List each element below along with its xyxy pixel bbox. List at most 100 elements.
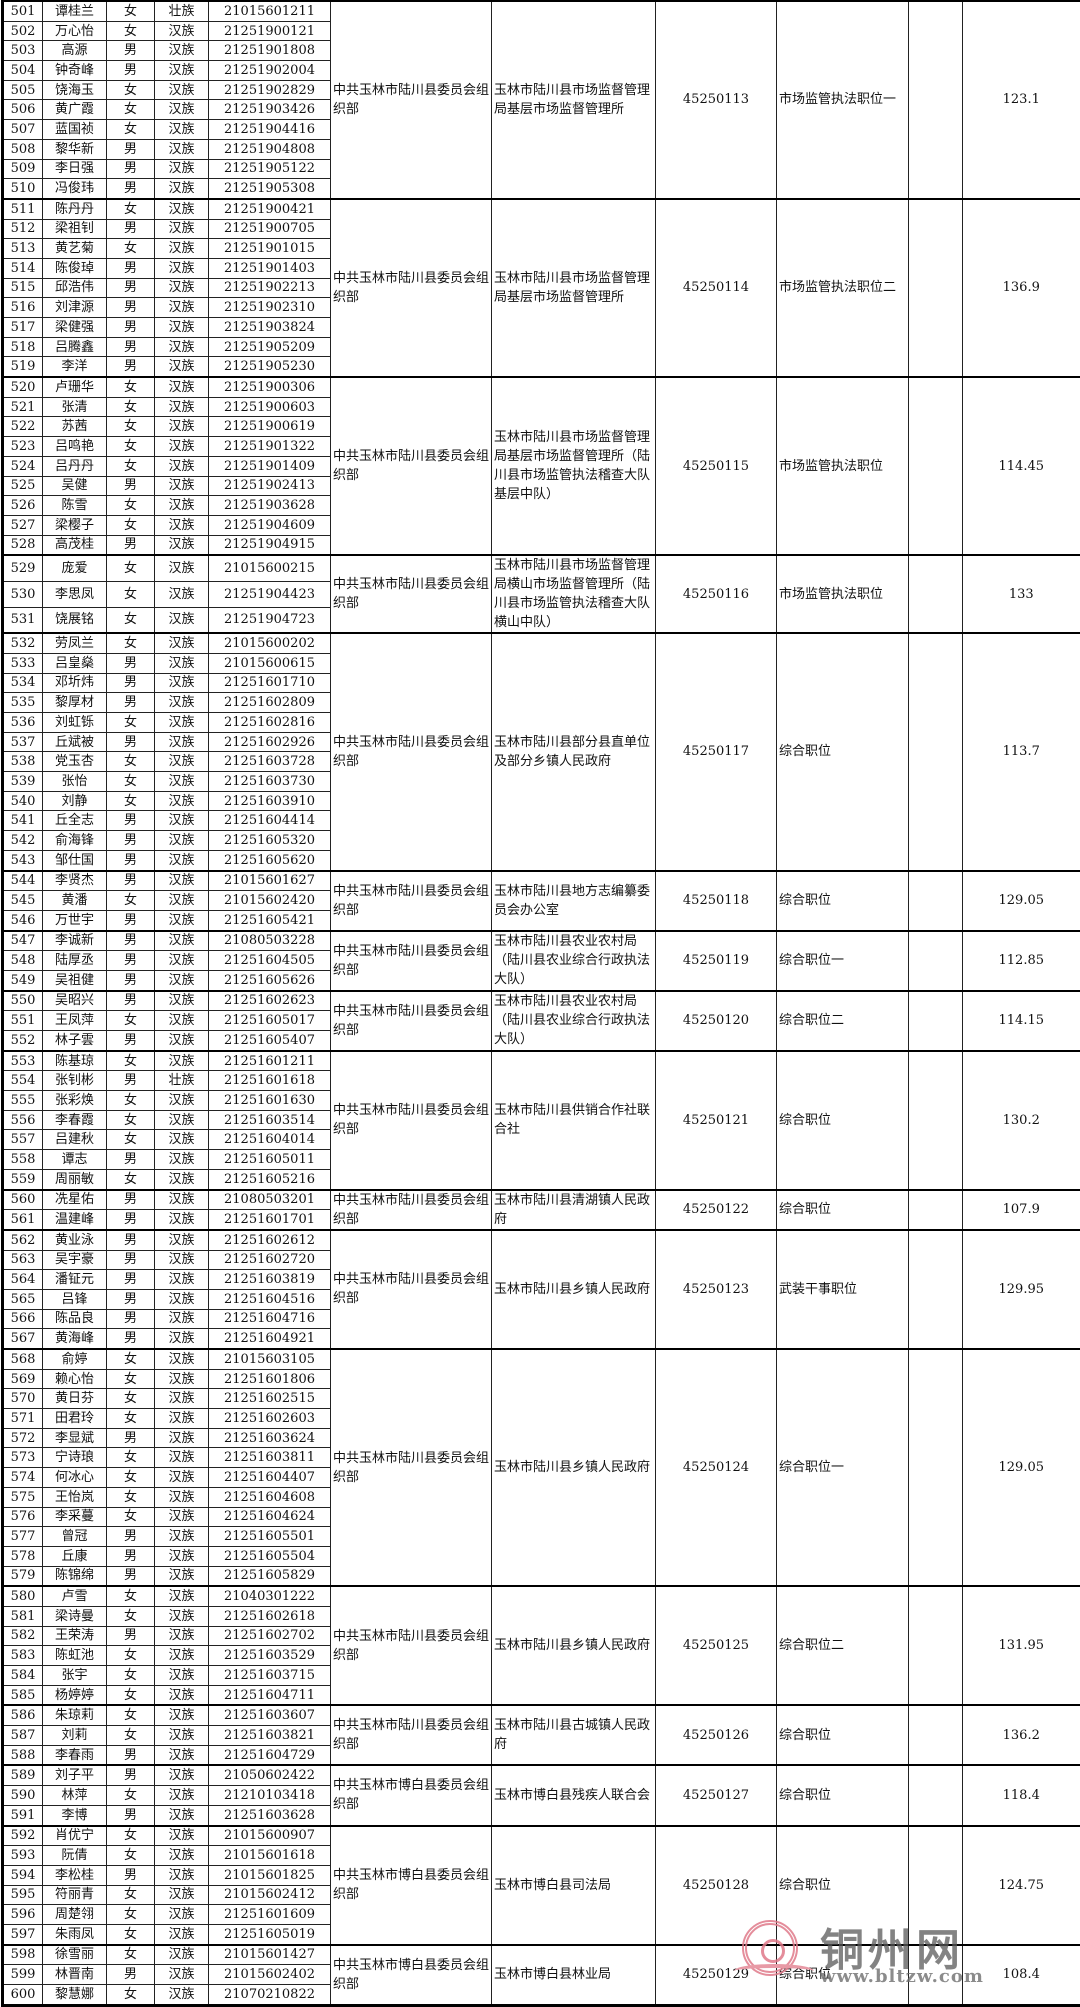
exam-id-cell: 21251601701 — [209, 1210, 331, 1230]
exam-id-cell: 21251603728 — [209, 752, 331, 772]
position-code-cell: 45250123 — [656, 1230, 777, 1349]
ethnicity-cell: 汉族 — [155, 456, 209, 476]
gender-cell: 女 — [107, 1051, 155, 1071]
number-cell: 518 — [3, 337, 43, 357]
remark-cell — [909, 1230, 963, 1349]
exam-id-cell: 21251605216 — [209, 1169, 331, 1189]
exam-id-cell: 21251602816 — [209, 713, 331, 733]
name-cell: 钟奇峰 — [43, 61, 107, 81]
recruiting-department-cell: 中共玉林市陆川县委员会组织部 — [331, 1349, 492, 1586]
exam-id-cell: 21015602402 — [209, 1965, 331, 1985]
number-cell: 517 — [3, 318, 43, 338]
name-cell: 蓝国祯 — [43, 120, 107, 140]
minimum-score-cell: 114.45 — [963, 377, 1080, 555]
number-cell: 507 — [3, 120, 43, 140]
recruiting-department-cell: 中共玉林市陆川县委员会组织部 — [331, 377, 492, 555]
exam-id-cell: 21251901015 — [209, 239, 331, 259]
number-cell: 586 — [3, 1705, 43, 1725]
ethnicity-cell: 汉族 — [155, 278, 209, 298]
ethnicity-cell: 汉族 — [155, 1546, 209, 1566]
name-cell: 林萍 — [43, 1786, 107, 1806]
position-code-cell: 45250120 — [656, 991, 777, 1051]
number-cell: 585 — [3, 1685, 43, 1705]
number-cell: 564 — [3, 1270, 43, 1290]
number-cell: 562 — [3, 1230, 43, 1250]
minimum-score-cell: 136.9 — [963, 199, 1080, 377]
gender-cell: 女 — [107, 377, 155, 397]
gender-cell: 男 — [107, 1546, 155, 1566]
remark-cell — [909, 1765, 963, 1825]
exam-id-cell: 21251603628 — [209, 1805, 331, 1825]
number-cell: 542 — [3, 831, 43, 851]
name-cell: 朱雨凤 — [43, 1924, 107, 1944]
exam-id-cell: 21251604516 — [209, 1289, 331, 1309]
gender-cell: 男 — [107, 951, 155, 971]
exam-id-cell: 21251905308 — [209, 179, 331, 199]
name-cell: 陈基琼 — [43, 1051, 107, 1071]
exam-id-cell: 21210103418 — [209, 1786, 331, 1806]
ethnicity-cell: 汉族 — [155, 607, 209, 633]
name-cell: 陈雪 — [43, 496, 107, 516]
exam-id-cell: 21251900306 — [209, 377, 331, 397]
number-cell: 510 — [3, 179, 43, 199]
exam-id-cell: 21251605019 — [209, 1924, 331, 1944]
exam-id-cell: 21015601211 — [209, 1, 331, 21]
ethnicity-cell: 汉族 — [155, 1945, 209, 1965]
ethnicity-cell: 汉族 — [155, 891, 209, 911]
number-cell: 539 — [3, 772, 43, 792]
gender-cell: 男 — [107, 1626, 155, 1646]
ethnicity-cell: 汉族 — [155, 318, 209, 338]
name-cell: 吴宇豪 — [43, 1250, 107, 1270]
ethnicity-cell: 汉族 — [155, 1626, 209, 1646]
ethnicity-cell: 汉族 — [155, 713, 209, 733]
gender-cell: 女 — [107, 1, 155, 21]
number-cell: 528 — [3, 535, 43, 555]
ethnicity-cell: 汉族 — [155, 1924, 209, 1944]
number-cell: 503 — [3, 41, 43, 61]
position-name-cell: 综合职位 — [777, 1705, 909, 1765]
ethnicity-cell: 汉族 — [155, 357, 209, 377]
number-cell: 577 — [3, 1527, 43, 1547]
exam-id-cell: 21251604729 — [209, 1745, 331, 1765]
name-cell: 饶展铭 — [43, 607, 107, 633]
minimum-score-cell: 108.4 — [963, 1945, 1080, 2006]
name-cell: 张清 — [43, 397, 107, 417]
gender-cell: 男 — [107, 1071, 155, 1091]
remark-cell — [909, 991, 963, 1051]
name-cell: 庞爱 — [43, 555, 107, 581]
number-cell: 515 — [3, 278, 43, 298]
gender-cell: 女 — [107, 607, 155, 633]
exam-id-cell: 21015601618 — [209, 1846, 331, 1866]
name-cell: 黎厚材 — [43, 693, 107, 713]
gender-cell: 女 — [107, 397, 155, 417]
ethnicity-cell: 汉族 — [155, 1428, 209, 1448]
ethnicity-cell: 汉族 — [155, 1826, 209, 1846]
name-cell: 王凤萍 — [43, 1011, 107, 1031]
number-cell: 533 — [3, 653, 43, 673]
gender-cell: 男 — [107, 278, 155, 298]
number-cell: 582 — [3, 1626, 43, 1646]
ethnicity-cell: 汉族 — [155, 931, 209, 951]
exam-id-cell: 21251605017 — [209, 1011, 331, 1031]
exam-id-cell: 21251901409 — [209, 456, 331, 476]
name-cell: 邓圻炜 — [43, 673, 107, 693]
ethnicity-cell: 汉族 — [155, 476, 209, 496]
ethnicity-cell: 汉族 — [155, 100, 209, 120]
name-cell: 王怡岚 — [43, 1487, 107, 1507]
ethnicity-cell: 汉族 — [155, 831, 209, 851]
exam-id-cell: 21251901322 — [209, 437, 331, 457]
name-cell: 徐雪丽 — [43, 1945, 107, 1965]
exam-id-cell: 21251902310 — [209, 298, 331, 318]
ethnicity-cell: 汉族 — [155, 1685, 209, 1705]
exam-id-cell: 21251904915 — [209, 535, 331, 555]
exam-id-cell: 21251601211 — [209, 1051, 331, 1071]
ethnicity-cell: 汉族 — [155, 1885, 209, 1905]
exam-id-cell: 21015602412 — [209, 1885, 331, 1905]
remark-cell — [909, 1349, 963, 1586]
ethnicity-cell: 汉族 — [155, 515, 209, 535]
exam-id-cell: 21251603607 — [209, 1705, 331, 1725]
